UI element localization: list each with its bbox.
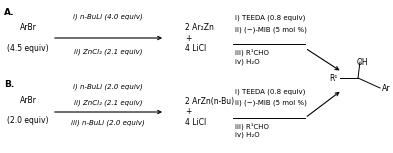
Text: ArBr: ArBr (20, 96, 37, 105)
Text: i) TEEDA (0.8 equiv): i) TEEDA (0.8 equiv) (235, 88, 305, 95)
Text: 2 ArZn(n-Bu): 2 ArZn(n-Bu) (185, 97, 234, 106)
Text: i) n-BuLi (4.0 equiv): i) n-BuLi (4.0 equiv) (73, 13, 143, 20)
Text: iv) H₂O: iv) H₂O (235, 58, 260, 65)
Text: iii) n-BuLi (2.0 equiv): iii) n-BuLi (2.0 equiv) (71, 120, 145, 127)
Text: iv) H₂O: iv) H₂O (235, 132, 260, 138)
Text: ii) (−)-MIB (5 mol %): ii) (−)-MIB (5 mol %) (235, 26, 307, 32)
Text: +: + (185, 108, 191, 116)
Text: OH: OH (356, 58, 368, 67)
Text: 4 LiCl: 4 LiCl (185, 118, 206, 127)
Text: ii) ZnCl₂ (2.1 equiv): ii) ZnCl₂ (2.1 equiv) (74, 99, 142, 106)
Text: (2.0 equiv): (2.0 equiv) (7, 116, 49, 125)
Text: (4.5 equiv): (4.5 equiv) (7, 44, 49, 53)
Text: i) TEEDA (0.8 equiv): i) TEEDA (0.8 equiv) (235, 14, 305, 21)
Text: R¹: R¹ (330, 73, 338, 82)
Text: iii) R¹CHO: iii) R¹CHO (235, 48, 269, 56)
Text: A.: A. (4, 8, 15, 17)
Text: ArBr: ArBr (20, 23, 37, 32)
Text: 2 Ar₂Zn: 2 Ar₂Zn (185, 23, 214, 32)
Text: i) n-BuLi (2.0 equiv): i) n-BuLi (2.0 equiv) (73, 84, 143, 90)
Text: +: + (185, 34, 191, 43)
Text: ii) (−)-MIB (5 mol %): ii) (−)-MIB (5 mol %) (235, 100, 307, 106)
Text: ii) ZnCl₂ (2.1 equiv): ii) ZnCl₂ (2.1 equiv) (74, 48, 142, 54)
Text: B.: B. (4, 80, 14, 89)
Text: 4 LiCl: 4 LiCl (185, 44, 206, 53)
Text: Ar: Ar (382, 84, 391, 93)
Text: iii) R¹CHO: iii) R¹CHO (235, 122, 269, 129)
